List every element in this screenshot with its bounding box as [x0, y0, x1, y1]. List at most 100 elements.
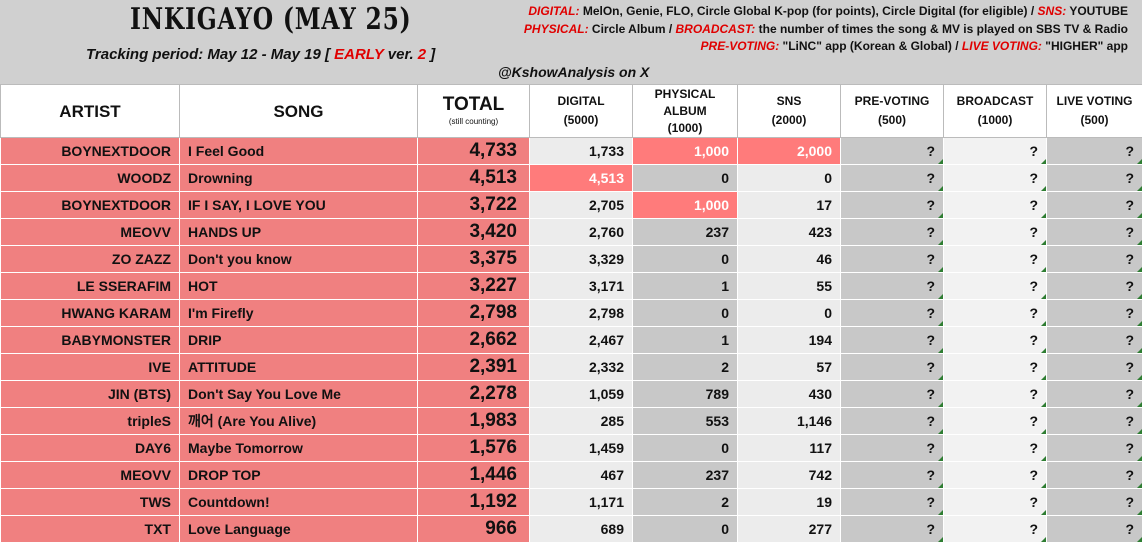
cell-broadcast: ?	[944, 192, 1047, 219]
cell-livevoting: ?	[1047, 300, 1142, 327]
cell-sns: 430	[738, 381, 841, 408]
cell-sns: 742	[738, 462, 841, 489]
cell-song: Don't Say You Love Me	[180, 381, 418, 408]
cell-prevoting: ?	[841, 192, 944, 219]
note-line: PRE-VOTING: "LiNC" app (Korean & Global)…	[524, 38, 1128, 56]
cell-digital: 1,059	[530, 381, 633, 408]
cell-total: 1,192	[418, 489, 530, 516]
cell-sns: 423	[738, 219, 841, 246]
page-title: INKIGAYO (MAY 25)	[130, 2, 412, 37]
col-total: TOTAL(still counting)	[418, 85, 530, 138]
cell-broadcast: ?	[944, 489, 1047, 516]
cell-artist: MEOVV	[1, 462, 180, 489]
cell-prevoting: ?	[841, 219, 944, 246]
cell-physical: 1	[633, 327, 738, 354]
cell-total: 3,420	[418, 219, 530, 246]
cell-livevoting: ?	[1047, 462, 1142, 489]
cell-digital: 689	[530, 516, 633, 543]
cell-broadcast: ?	[944, 273, 1047, 300]
credit-handle: @KshowAnalysis on X	[498, 64, 649, 80]
cell-song: I'm Firefly	[180, 300, 418, 327]
cell-sns: 194	[738, 327, 841, 354]
cell-sns: 1,146	[738, 408, 841, 435]
col-digital: DIGITAL(5000)	[530, 85, 633, 138]
cell-song: 깨어 (Are You Alive)	[180, 408, 418, 435]
cell-physical: 0	[633, 516, 738, 543]
cell-physical: 0	[633, 165, 738, 192]
cell-livevoting: ?	[1047, 273, 1142, 300]
cell-artist: ZO ZAZZ	[1, 246, 180, 273]
col-broadcast: BROADCAST(1000)	[944, 85, 1047, 138]
cell-digital: 2,760	[530, 219, 633, 246]
cell-prevoting: ?	[841, 165, 944, 192]
cell-artist: TXT	[1, 516, 180, 543]
cell-total: 3,722	[418, 192, 530, 219]
note-line: DIGITAL: MelOn, Genie, FLO, Circle Globa…	[524, 3, 1128, 21]
cell-song: HOT	[180, 273, 418, 300]
cell-artist: tripleS	[1, 408, 180, 435]
cell-broadcast: ?	[944, 219, 1047, 246]
cell-sns: 46	[738, 246, 841, 273]
cell-total: 2,798	[418, 300, 530, 327]
cell-artist: HWANG KARAM	[1, 300, 180, 327]
cell-sns: 2,000	[738, 138, 841, 165]
cell-digital: 2,798	[530, 300, 633, 327]
cell-song: Countdown!	[180, 489, 418, 516]
cell-sns: 0	[738, 300, 841, 327]
cell-artist: TWS	[1, 489, 180, 516]
cell-artist: BABYMONSTER	[1, 327, 180, 354]
cell-digital: 2,705	[530, 192, 633, 219]
cell-total: 3,375	[418, 246, 530, 273]
cell-prevoting: ?	[841, 489, 944, 516]
col-artist: ARTIST	[1, 85, 180, 138]
cell-livevoting: ?	[1047, 165, 1142, 192]
cell-digital: 467	[530, 462, 633, 489]
cell-broadcast: ?	[944, 516, 1047, 543]
cell-artist: BOYNEXTDOOR	[1, 192, 180, 219]
cell-song: DROP TOP	[180, 462, 418, 489]
table-header-row: ARTIST SONG TOTAL(still counting) DIGITA…	[1, 85, 1142, 138]
cell-song: I Feel Good	[180, 138, 418, 165]
cell-artist: LE SSERAFIM	[1, 273, 180, 300]
cell-broadcast: ?	[944, 435, 1047, 462]
cell-total: 1,576	[418, 435, 530, 462]
cell-prevoting: ?	[841, 462, 944, 489]
cell-prevoting: ?	[841, 408, 944, 435]
cell-song: DRIP	[180, 327, 418, 354]
cell-livevoting: ?	[1047, 489, 1142, 516]
cell-song: ATTITUDE	[180, 354, 418, 381]
cell-livevoting: ?	[1047, 381, 1142, 408]
cell-sns: 17	[738, 192, 841, 219]
note-line: PHYSICAL: Circle Album / BROADCAST: the …	[524, 21, 1128, 39]
col-livevoting: LIVE VOTING(500)	[1047, 85, 1142, 138]
cell-livevoting: ?	[1047, 435, 1142, 462]
cell-livevoting: ?	[1047, 408, 1142, 435]
cell-digital: 1,171	[530, 489, 633, 516]
col-song: SONG	[180, 85, 418, 138]
cell-song: Don't you know	[180, 246, 418, 273]
cell-livevoting: ?	[1047, 327, 1142, 354]
cell-artist: BOYNEXTDOOR	[1, 138, 180, 165]
cell-physical: 0	[633, 246, 738, 273]
cell-song: Maybe Tomorrow	[180, 435, 418, 462]
cell-total: 2,662	[418, 327, 530, 354]
cell-livevoting: ?	[1047, 246, 1142, 273]
cell-artist: WOODZ	[1, 165, 180, 192]
cell-total: 2,278	[418, 381, 530, 408]
cell-prevoting: ?	[841, 300, 944, 327]
cell-prevoting: ?	[841, 435, 944, 462]
cell-prevoting: ?	[841, 246, 944, 273]
ranking-table: ARTIST SONG TOTAL(still counting) DIGITA…	[0, 84, 1142, 543]
cell-prevoting: ?	[841, 327, 944, 354]
cell-song: IF I SAY, I LOVE YOU	[180, 192, 418, 219]
cell-livevoting: ?	[1047, 138, 1142, 165]
